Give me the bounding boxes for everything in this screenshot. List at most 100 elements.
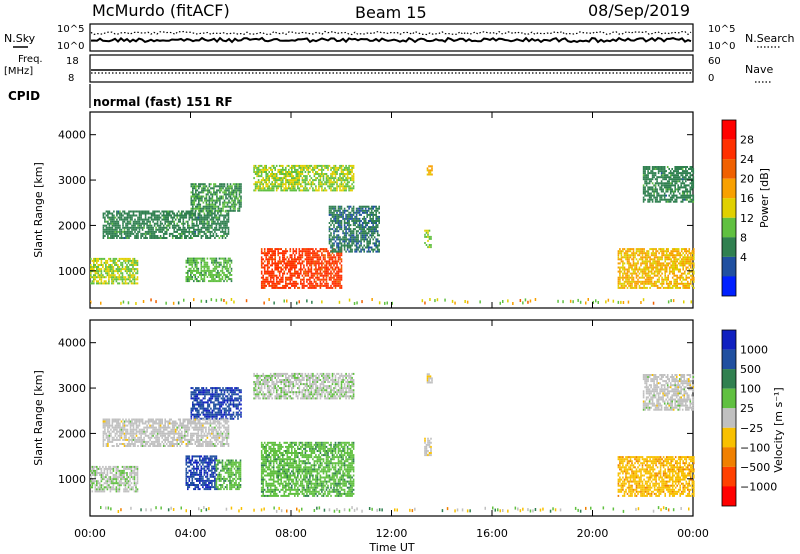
echo-cell [355, 232, 358, 235]
echo-cell [339, 213, 341, 216]
echo-cell [646, 276, 648, 279]
echo-cell [301, 256, 304, 259]
echo-cell [369, 217, 371, 220]
echo-cell [336, 215, 338, 218]
echo-cell [674, 194, 676, 197]
echo-cell [168, 222, 171, 225]
echo-cell [289, 270, 292, 273]
echo-cell [212, 261, 215, 264]
echo-cell [226, 276, 228, 278]
station-title: McMurdo (fitACF) [92, 1, 230, 20]
echo-cell [152, 228, 154, 231]
echo-cell [342, 211, 344, 214]
echo-cell [312, 260, 314, 263]
echo-cell [689, 178, 692, 181]
echo-cell [268, 284, 270, 287]
echo-cell [201, 197, 203, 200]
echo-cell [219, 197, 221, 200]
echo-cell [691, 268, 694, 271]
echo-cell [132, 226, 135, 229]
echo-cell [677, 258, 680, 261]
echo-cell [135, 220, 138, 223]
echo-cell [660, 172, 663, 175]
echo-cell [97, 270, 100, 273]
echo-cell [348, 164, 350, 167]
echo-cell [647, 282, 650, 285]
echo-cell [185, 228, 188, 231]
echo-cell [354, 250, 356, 253]
echo-cell [280, 177, 282, 180]
echo-cell [235, 197, 238, 200]
echo-cell [652, 266, 654, 269]
echo-cell [212, 267, 215, 270]
echo-cell [655, 256, 657, 259]
echo-cell [271, 250, 273, 253]
echo-cell [97, 276, 100, 279]
echo-cell [144, 232, 147, 235]
echo-cell [203, 276, 206, 278]
echo-cell [625, 278, 627, 281]
echo-cell [93, 274, 95, 277]
echo-cell [199, 220, 201, 223]
echo-cell [327, 166, 329, 169]
echo-cell [272, 274, 275, 277]
echo-cell [294, 266, 296, 269]
echo-cell [263, 272, 266, 275]
echo-cell [364, 232, 367, 235]
echo-cell [253, 168, 255, 171]
echo-cell [306, 260, 308, 263]
echo-cell [199, 230, 201, 233]
echo-cell [223, 218, 225, 221]
echo-cell [647, 186, 649, 189]
echo-cell [665, 258, 668, 261]
echo-cell [263, 254, 266, 257]
echo-cell [162, 237, 165, 239]
echo-cell [674, 180, 676, 183]
echo-cell [193, 280, 195, 283]
echo-cell [141, 235, 144, 237]
echo-cell [327, 282, 329, 285]
echo-cell [103, 270, 106, 273]
echo-cell [640, 282, 642, 285]
echo-cell [298, 276, 301, 279]
echo-cell [677, 180, 679, 183]
echo-cell [364, 230, 367, 233]
echo-cell [190, 276, 192, 278]
echo-cell [656, 274, 659, 277]
echo-cell [373, 236, 376, 239]
echo-cell [112, 272, 115, 275]
echo-cell [220, 235, 222, 237]
echo-cell [676, 274, 678, 277]
echo-cell [346, 242, 349, 245]
echo-cell [295, 258, 298, 261]
echo-cell [348, 240, 350, 243]
echo-cell [666, 198, 669, 201]
echo-cell [291, 256, 293, 259]
echo-cell [677, 166, 679, 168]
echo-cell [158, 224, 160, 227]
echo-cell [325, 183, 328, 186]
echo-cell [682, 268, 684, 271]
echo-cell [280, 280, 282, 283]
echo-cell [292, 175, 295, 178]
echo-cell [334, 278, 337, 281]
echo-cell [652, 260, 654, 263]
echo-cell [315, 177, 317, 180]
echo-cell [190, 201, 193, 204]
echo-cell [158, 214, 160, 217]
scatter-cell [245, 299, 248, 303]
echo-cell [200, 226, 203, 229]
echo-cell [678, 196, 681, 199]
echo-cell [318, 284, 320, 287]
echo-cell [268, 171, 270, 173]
echo-cell [358, 240, 361, 243]
echo-cell [289, 250, 292, 253]
echo-cell [378, 234, 380, 237]
echo-cell [661, 252, 663, 255]
echo-cell [318, 272, 320, 275]
echo-cell [195, 197, 197, 200]
echo-cell [626, 262, 629, 265]
echo-cell [330, 179, 332, 182]
echo-cell [647, 274, 650, 277]
echo-cell [198, 187, 200, 190]
